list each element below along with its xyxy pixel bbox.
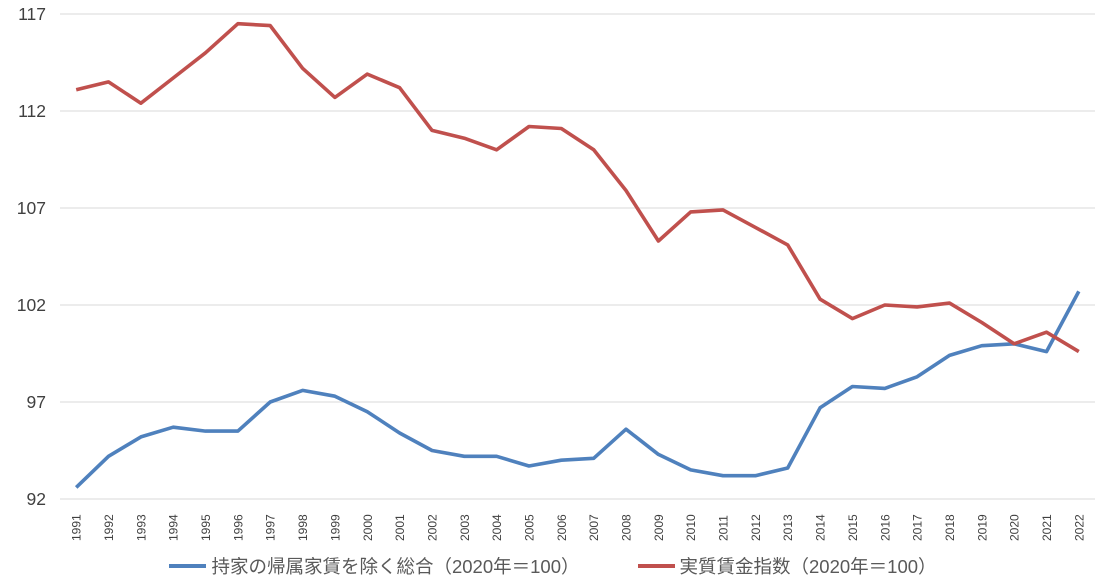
legend-swatch-blue-line: [169, 564, 207, 568]
series-line-cpi-excl-imputed-rent: [74, 290, 1081, 489]
legend-label-real-wage-index: 実質賃金指数（2020年＝100）: [679, 556, 937, 577]
legend-entry-real-wage-index: 実質賃金指数（2020年＝100）: [637, 553, 937, 579]
x-axis-tick-label: 2018: [943, 514, 957, 541]
x-axis-tick-label: 2012: [749, 514, 763, 541]
legend-label-cpi-excl-imputed-rent: 持家の帰属家賃を除く総合（2020年＝100）: [211, 556, 580, 577]
x-axis-tick-label: 1997: [264, 514, 278, 541]
x-axis-tick-label: 2007: [587, 514, 601, 541]
x-axis-tick-label: 2022: [1072, 514, 1086, 541]
x-axis-tick-label: 2015: [846, 514, 860, 541]
y-axis-tick-label: 117: [18, 4, 46, 24]
series-line-real-wage-index: [75, 21, 1080, 354]
x-axis-tick-label: 2001: [393, 514, 407, 541]
chart-legend: 持家の帰属家賃を除く総合（2020年＝100） 実質賃金指数（2020年＝100…: [0, 553, 1106, 579]
x-axis-tick-label: 1994: [167, 514, 181, 541]
x-axis-tick-label: 2016: [878, 514, 892, 541]
y-axis-tick-label: 102: [17, 295, 46, 315]
x-axis-tick-label: 2020: [1008, 514, 1022, 541]
x-axis-tick-label: 2008: [620, 514, 634, 541]
x-axis-tick-label: 2010: [684, 514, 698, 541]
x-axis-tick-label: 2006: [555, 514, 569, 541]
x-axis-tick-label: 2000: [361, 514, 375, 541]
y-axis-tick-label: 107: [17, 198, 46, 218]
x-axis-tick-label: 2009: [652, 514, 666, 541]
x-axis-tick-label: 2003: [458, 514, 472, 541]
x-axis-tick-label: 2005: [522, 514, 536, 541]
legend-swatch-red-line: [637, 564, 675, 568]
x-axis-tick-label: 2014: [814, 514, 828, 541]
legend-entry-cpi-excl-imputed-rent: 持家の帰属家賃を除く総合（2020年＝100）: [169, 553, 580, 579]
x-axis-tick-label: 1999: [328, 514, 342, 541]
x-axis-tick-label: 2019: [975, 514, 989, 541]
x-axis-tick-label: 2021: [1040, 514, 1054, 541]
x-axis-tick-label: 1991: [70, 514, 84, 541]
x-axis-tick-label: 2011: [717, 515, 731, 541]
x-axis-tick-label: 2004: [490, 514, 504, 541]
x-axis-tick-label: 1992: [102, 514, 116, 541]
y-axis-tick-label: 92: [27, 489, 46, 509]
y-axis-tick-label: 112: [18, 101, 46, 121]
x-axis-tick-label: 1993: [134, 514, 148, 541]
x-axis-tick-label: 2017: [911, 514, 925, 541]
y-axis-tick-label: 97: [27, 392, 46, 412]
x-axis-tick-label: 2002: [425, 514, 439, 541]
x-axis-tick-label: 1996: [231, 514, 245, 541]
x-axis-tick-label: 1998: [296, 514, 310, 541]
line-chart-plot: 92 97 102 107 112 117 1991 1992 1993 1994 1995 1996…: [17, 4, 1095, 541]
x-axis-tick-label: 1995: [199, 514, 213, 541]
x-axis-tick-label: 2013: [781, 514, 795, 541]
